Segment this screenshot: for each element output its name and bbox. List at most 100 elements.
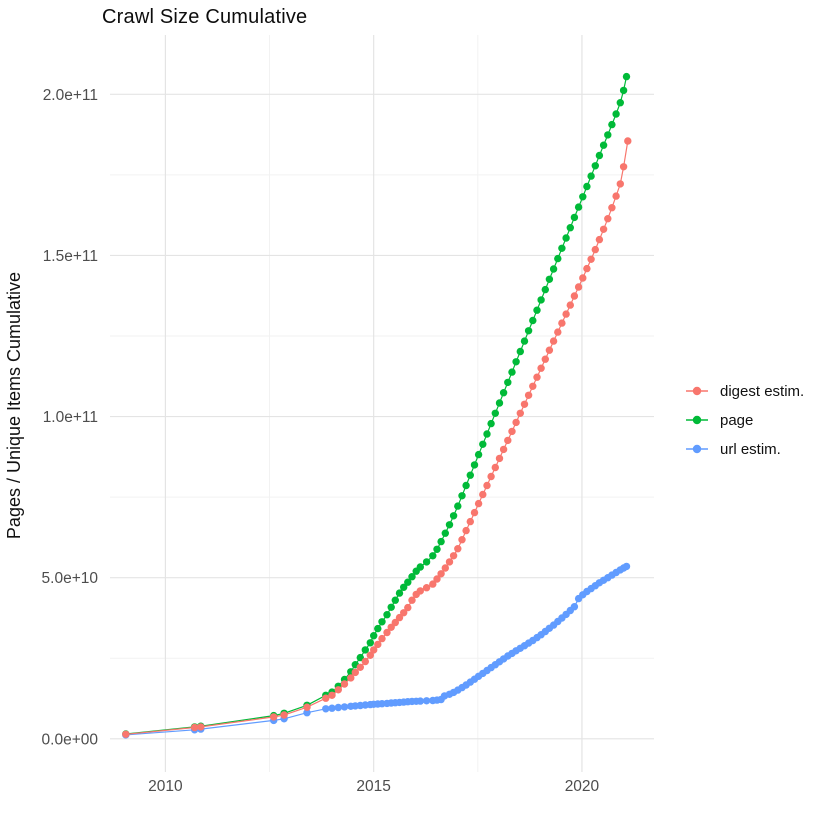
data-point (408, 573, 416, 581)
data-point (508, 427, 516, 436)
data-point (400, 609, 408, 617)
series-points-digest-estim- (122, 137, 632, 738)
data-point (599, 141, 608, 149)
data-point (591, 162, 599, 170)
data-point (479, 490, 487, 499)
data-point (524, 391, 533, 399)
data-point (595, 151, 604, 160)
data-point (487, 472, 495, 481)
data-point (422, 558, 431, 566)
data-point (619, 86, 628, 95)
data-point (554, 328, 562, 336)
data-point (612, 110, 620, 118)
data-point (437, 570, 445, 578)
data-point (387, 603, 395, 611)
data-point (516, 409, 524, 417)
legend-label-digest-estim: digest estim. (720, 382, 805, 400)
data-point (520, 400, 529, 408)
legend: digest estim. page url estim. (684, 381, 804, 468)
data-point (533, 306, 541, 314)
data-point (270, 713, 278, 721)
data-point (441, 564, 449, 572)
data-point (416, 587, 424, 595)
data-point (366, 651, 374, 659)
data-point (574, 203, 583, 211)
data-point (404, 578, 412, 586)
data-point (378, 618, 386, 626)
data-point (616, 180, 624, 188)
data-point (422, 584, 431, 592)
data-point (545, 275, 554, 283)
data-point (516, 347, 524, 356)
data-point (462, 526, 470, 535)
data-point (433, 575, 441, 583)
data-point (499, 445, 508, 454)
data-point (616, 99, 624, 107)
data-point (562, 234, 570, 242)
data-point (529, 316, 537, 325)
data-point (474, 450, 483, 459)
data-point (504, 436, 512, 445)
data-point (454, 545, 462, 553)
legend-item-page: page (684, 410, 804, 430)
data-point (574, 283, 583, 291)
data-point (458, 536, 466, 544)
data-point (499, 389, 508, 397)
data-point (587, 255, 595, 263)
data-point (361, 646, 369, 654)
data-point (549, 265, 558, 273)
legend-key-dot (692, 386, 702, 396)
data-point (549, 337, 558, 345)
data-point (479, 440, 487, 448)
data-point (303, 703, 311, 711)
y-tick-label: 2.0e+11 (43, 87, 98, 104)
data-point (587, 172, 595, 180)
data-point (422, 697, 431, 705)
y-tick-label: 1.0e+11 (43, 409, 98, 426)
data-point (370, 646, 378, 654)
data-point (429, 552, 437, 560)
data-point (416, 563, 424, 571)
y-tick-label: 1.5e+11 (43, 248, 98, 265)
data-point (197, 723, 205, 731)
data-point (622, 562, 631, 571)
data-point (533, 373, 541, 381)
data-point (474, 499, 483, 508)
data-point (619, 163, 628, 171)
data-point (570, 213, 579, 222)
data-point (462, 481, 470, 490)
data-point (495, 454, 504, 463)
data-point (604, 215, 612, 223)
data-point (391, 618, 399, 627)
data-point (370, 632, 378, 640)
data-point (322, 694, 330, 702)
data-point (328, 704, 336, 712)
data-point (566, 301, 574, 309)
data-point (347, 674, 355, 682)
data-point (483, 481, 491, 490)
data-point (404, 603, 412, 612)
y-tick-label: 0.0e+00 (42, 731, 99, 748)
data-point (604, 131, 612, 139)
data-point (334, 686, 342, 694)
data-point (280, 711, 288, 719)
data-point (340, 680, 349, 688)
data-point (361, 657, 369, 666)
x-tick-label: 2015 (356, 778, 390, 795)
data-point (458, 492, 466, 500)
data-point (537, 296, 545, 304)
data-point (408, 596, 416, 604)
data-point (529, 382, 537, 390)
data-point (383, 611, 391, 619)
data-point (537, 364, 545, 372)
data-point (570, 603, 579, 611)
data-point (512, 358, 520, 366)
data-point (562, 310, 570, 318)
data-point (391, 596, 399, 604)
data-point (374, 640, 382, 649)
data-point (395, 613, 404, 622)
data-point (400, 583, 408, 591)
data-point (579, 274, 587, 282)
data-point (356, 663, 364, 671)
